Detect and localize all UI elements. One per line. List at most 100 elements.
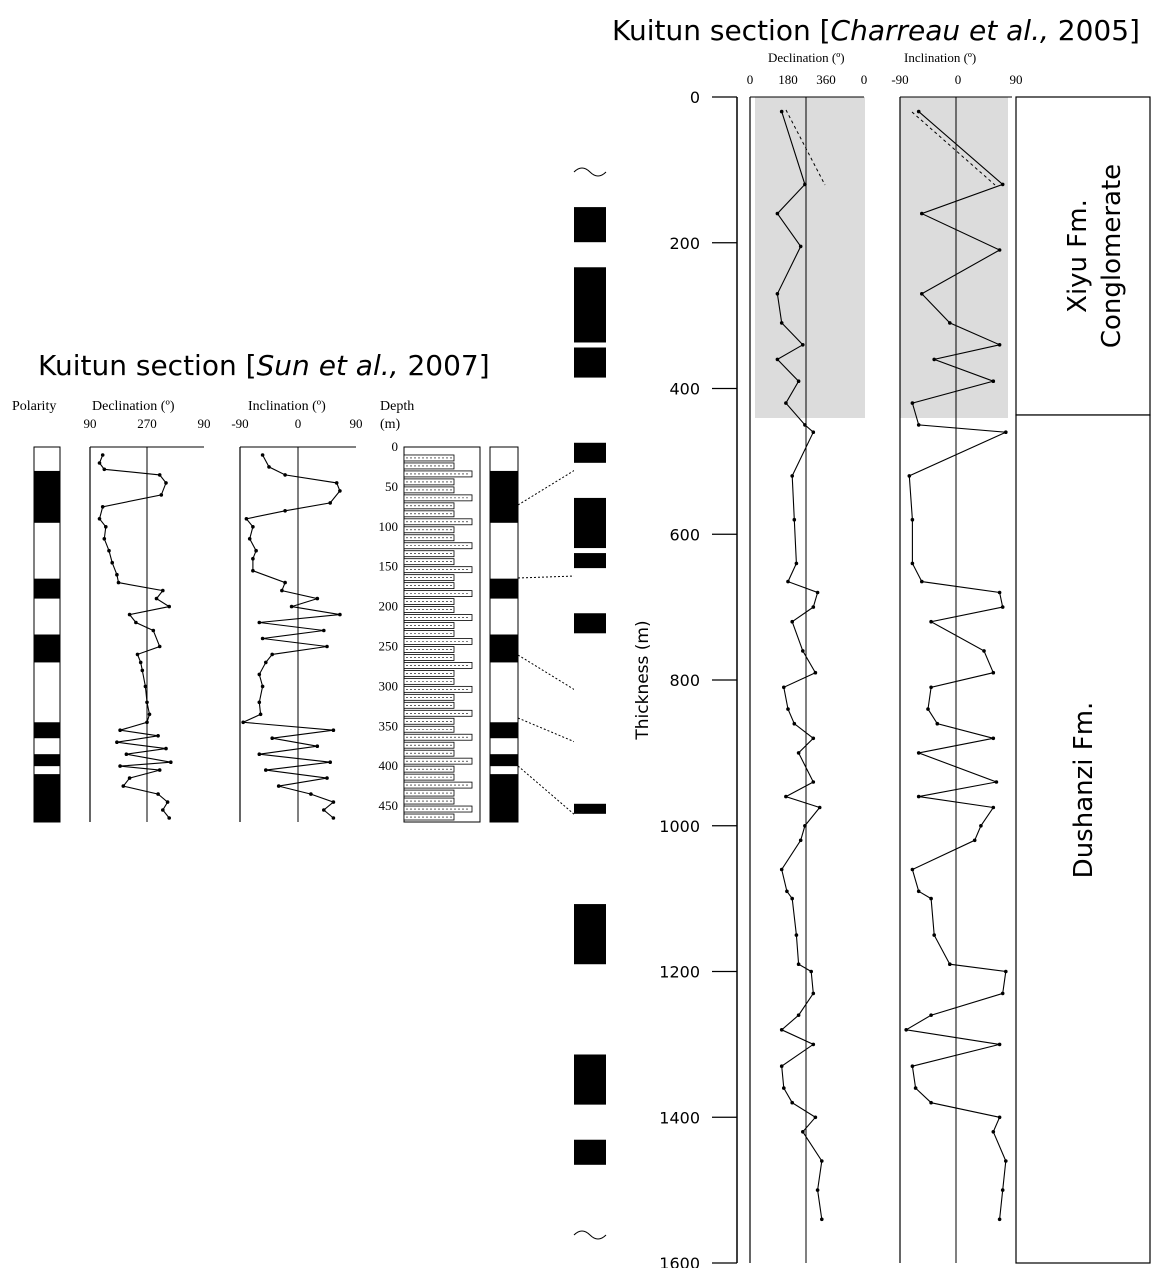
data-point <box>257 672 262 677</box>
conglomerate-label: Conglomerate <box>1097 164 1127 348</box>
thickness-tick-label: 0 <box>690 88 700 107</box>
data-point <box>796 751 801 755</box>
polarity-normal-chron <box>574 1104 606 1140</box>
data-point <box>309 792 313 796</box>
data-point <box>775 211 780 216</box>
charreau-inc-tick-label: 90 <box>1010 72 1023 87</box>
polarity-header: Polarity <box>12 399 56 414</box>
data-series-line <box>241 454 341 819</box>
sun-inc-tick-label: 0 <box>295 416 302 431</box>
lithology-bed <box>403 534 455 542</box>
data-point <box>169 760 173 764</box>
data-point <box>140 668 145 673</box>
data-point <box>982 649 986 653</box>
thickness-tick-label: 1400 <box>659 1108 700 1127</box>
lithology-bed <box>403 765 455 773</box>
data-point <box>790 474 794 478</box>
data-point <box>991 670 996 675</box>
polarity-normal-chron <box>574 964 606 1055</box>
data-point <box>267 465 271 469</box>
lithology-bed <box>403 630 455 637</box>
dushanzi-formation-box <box>1015 414 1151 1264</box>
data-point <box>815 1188 820 1192</box>
data-point <box>929 619 933 624</box>
lithology-bed <box>403 526 455 534</box>
data-point <box>283 473 287 477</box>
sun-polarity-column <box>33 446 61 823</box>
lithology-bed <box>403 478 455 486</box>
data-point <box>257 752 262 756</box>
data-point <box>803 182 807 187</box>
lithology-bed <box>403 646 455 653</box>
data-point <box>790 619 794 624</box>
sun-declination-panel <box>89 446 204 822</box>
data-point <box>276 784 281 788</box>
data-point <box>145 720 149 725</box>
data-point <box>315 596 320 601</box>
data-point <box>157 473 162 477</box>
data-point <box>328 501 333 505</box>
depth-tick-label: 350 <box>379 718 399 733</box>
data-point <box>151 628 156 633</box>
data-point <box>338 612 342 617</box>
data-point <box>815 590 820 595</box>
charreau-declination-panel <box>749 96 865 1263</box>
data-point <box>143 684 148 689</box>
polarity-normal-chron <box>574 1164 606 1235</box>
data-point <box>135 652 140 657</box>
data-point <box>165 800 170 804</box>
data-point <box>257 620 262 625</box>
data-point <box>920 211 924 216</box>
polarity-chron <box>34 774 60 822</box>
data-point <box>157 644 162 649</box>
data-point <box>997 1042 1002 1047</box>
lithology-bed <box>403 510 455 518</box>
data-point <box>258 712 263 717</box>
data-point <box>257 700 262 705</box>
sun-polarity-column-right <box>489 446 519 823</box>
xiyu-formation-box <box>1015 96 1151 416</box>
data-point <box>1000 991 1005 996</box>
data-point <box>1000 182 1005 187</box>
data-point <box>910 561 915 566</box>
data-point <box>801 649 805 653</box>
data-point <box>138 660 143 665</box>
data-point <box>251 556 255 561</box>
polarity-normal-chron <box>574 568 606 614</box>
data-point <box>794 561 799 566</box>
data-point <box>991 736 996 741</box>
lithology-bed <box>403 550 455 558</box>
data-point <box>932 357 936 362</box>
sun-inclination-panel <box>239 446 356 822</box>
data-point <box>929 1013 933 1017</box>
data-point <box>811 605 816 609</box>
data-point <box>991 1130 996 1134</box>
data-point <box>154 596 159 601</box>
break-bottom <box>573 1230 607 1240</box>
sun-inc-tick-label: -90 <box>231 416 248 431</box>
data-point <box>161 588 165 593</box>
data-point <box>786 707 790 711</box>
polarity-chron <box>490 470 518 523</box>
thickness-tick-label: 1200 <box>659 963 700 982</box>
data-point <box>794 933 799 937</box>
data-point <box>283 580 287 585</box>
data-point <box>997 1217 1002 1222</box>
data-point <box>260 453 265 457</box>
lithology-bed <box>403 789 455 797</box>
polarity-normal-chron <box>574 462 606 498</box>
data-point <box>1000 605 1005 609</box>
data-point <box>809 969 813 974</box>
data-point <box>801 1130 805 1134</box>
data-point <box>251 568 255 573</box>
data-point <box>798 244 803 249</box>
data-point <box>164 746 168 751</box>
data-point <box>145 700 149 705</box>
data-point <box>916 423 921 427</box>
data-point <box>935 721 940 726</box>
data-point <box>251 525 255 529</box>
data-point <box>920 292 924 296</box>
data-point <box>775 357 780 362</box>
data-point <box>244 517 249 521</box>
data-point <box>260 684 265 689</box>
